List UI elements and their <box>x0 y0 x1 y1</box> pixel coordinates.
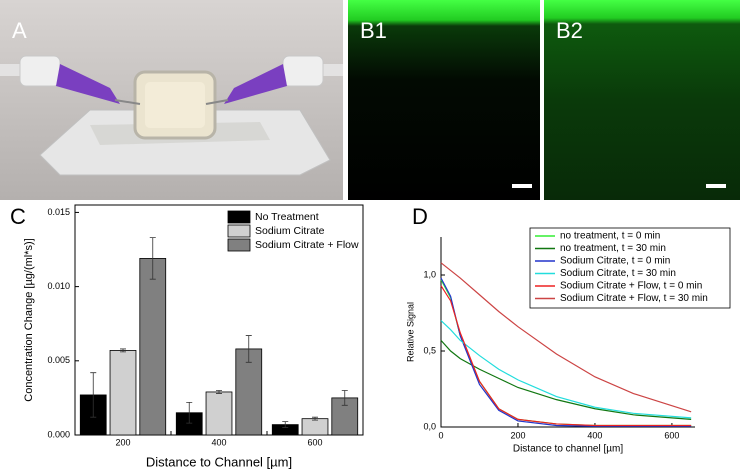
error-bar <box>186 401 193 424</box>
legend-label: No Treatment <box>255 211 319 223</box>
panel-label: A <box>12 18 27 43</box>
y-tick-label: 1,0 <box>423 269 436 279</box>
y-tick-label: 0.000 <box>47 429 70 439</box>
legend-swatch <box>227 224 251 238</box>
error-bar <box>216 390 222 394</box>
y-tick-label: 0.010 <box>47 281 70 291</box>
error-bar <box>90 372 97 418</box>
legend-label: Sodium Citrate, t = 0 min <box>560 256 670 267</box>
bar <box>301 418 329 436</box>
scale-bar <box>512 184 532 188</box>
x-tick-label: 600 <box>307 437 322 447</box>
panel-label: C <box>10 204 26 229</box>
legend-label: Sodium Citrate + Flow, t = 0 min <box>560 281 702 292</box>
legend-label: Sodium Citrate + Flow, t = 30 min <box>560 293 708 304</box>
line <box>440 320 692 419</box>
y-tick-label: 0,5 <box>423 345 436 355</box>
legend-label: Sodium Citrate + Flow <box>255 239 359 251</box>
fluorescence-image <box>348 0 540 200</box>
y-tick-label: 0.005 <box>47 355 70 365</box>
panel-label: D <box>412 204 428 229</box>
panel-label: B1 <box>360 18 387 43</box>
y-axis-title: Concentration Change [µg/(ml*s)] <box>23 238 35 401</box>
x-tick-label: 600 <box>664 430 679 440</box>
error-bar <box>341 390 348 406</box>
x-tick-label: 200 <box>510 430 525 440</box>
legend-swatch <box>227 238 251 252</box>
bar <box>139 258 167 436</box>
x-tick-label: 400 <box>211 437 226 447</box>
error-bar <box>149 237 156 280</box>
y-axis-title: Relative Signal <box>405 302 415 362</box>
legend-label: no treatment, t = 0 min <box>560 231 660 242</box>
legend-label: Sodium Citrate, t = 30 min <box>560 268 676 279</box>
error-bar <box>282 421 289 428</box>
error-bar <box>120 348 126 353</box>
line <box>440 262 692 413</box>
bar <box>235 348 263 436</box>
photo <box>0 0 343 200</box>
x-axis-title: Distance to channel [µm] <box>513 444 623 455</box>
line <box>440 339 692 420</box>
legend-label: Sodium Citrate <box>255 225 325 237</box>
legend-label: no treatment, t = 30 min <box>560 243 666 254</box>
bar <box>109 350 137 436</box>
x-tick-label: 0 <box>438 430 443 440</box>
x-axis-title: Distance to Channel [µm] <box>146 454 292 469</box>
y-tick-label: 0.015 <box>47 207 70 217</box>
error-bar <box>245 335 252 363</box>
error-bar <box>312 416 318 421</box>
bar <box>331 397 359 436</box>
legend-box <box>529 227 731 309</box>
x-tick-label: 200 <box>115 437 130 447</box>
legend-swatch <box>227 210 251 224</box>
fluorescence-image <box>544 0 740 200</box>
y-tick-label: 0,0 <box>423 421 436 431</box>
line <box>440 285 692 427</box>
panel-label: B2 <box>556 18 583 43</box>
bar <box>205 391 233 436</box>
x-tick-label: 400 <box>587 430 602 440</box>
scale-bar <box>706 184 726 188</box>
